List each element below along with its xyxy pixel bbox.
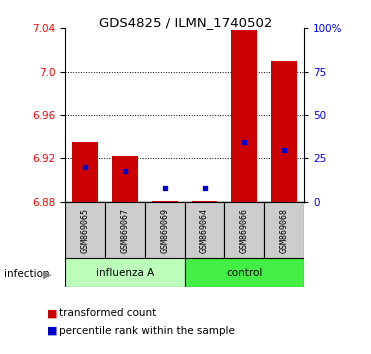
Bar xyxy=(185,202,224,258)
Bar xyxy=(185,258,304,287)
Text: GSM869066: GSM869066 xyxy=(240,207,249,253)
Text: ■: ■ xyxy=(47,308,57,318)
Bar xyxy=(152,201,178,202)
Text: ■: ■ xyxy=(47,326,57,336)
Text: GDS4825 / ILMN_1740502: GDS4825 / ILMN_1740502 xyxy=(99,16,272,29)
Bar xyxy=(145,202,185,258)
Bar xyxy=(232,30,257,202)
Bar xyxy=(264,202,304,258)
Bar xyxy=(65,258,185,287)
Text: influenza A: influenza A xyxy=(96,268,154,278)
Text: GSM869064: GSM869064 xyxy=(200,207,209,253)
Bar xyxy=(72,142,98,202)
Text: control: control xyxy=(226,268,263,278)
Text: infection: infection xyxy=(4,269,49,279)
Bar xyxy=(271,61,297,202)
Text: GSM869065: GSM869065 xyxy=(81,207,89,253)
Text: GSM869069: GSM869069 xyxy=(160,207,169,253)
Text: transformed count: transformed count xyxy=(59,308,157,318)
Bar xyxy=(112,156,138,202)
Bar xyxy=(191,201,217,202)
Bar xyxy=(65,202,105,258)
Bar xyxy=(105,202,145,258)
Text: GSM869068: GSM869068 xyxy=(280,207,289,253)
Text: GSM869067: GSM869067 xyxy=(120,207,129,253)
Bar xyxy=(224,202,264,258)
Text: ▶: ▶ xyxy=(43,269,51,279)
Text: percentile rank within the sample: percentile rank within the sample xyxy=(59,326,235,336)
